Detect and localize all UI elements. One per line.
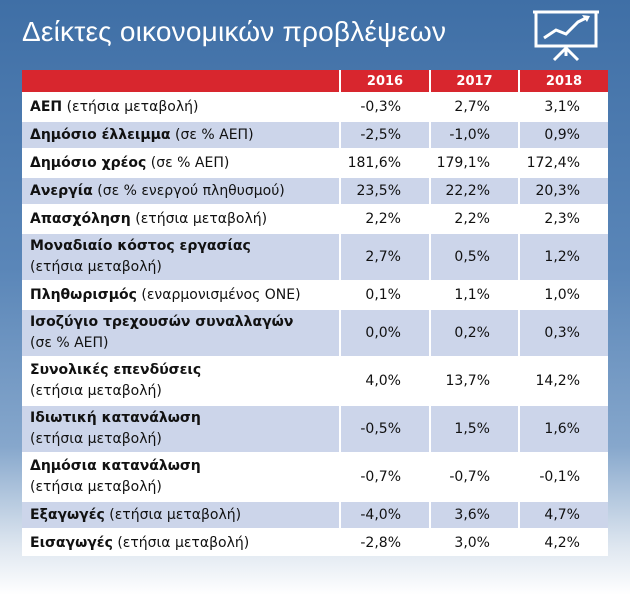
table-row: Μοναδιαίο κόστος εργασίας (ετήσια μεταβολ… [22,232,608,281]
label-bold: Πληθωρισμός [30,286,137,303]
value-cell: 4,2% [518,528,608,556]
value-cell: -0,7% [429,452,519,501]
row-label: Εξαγωγές (ετήσια μεταβολή) [22,500,340,529]
table-row: Εξαγωγές (ετήσια μεταβολή) -4,0% 3,6% 4,7% [22,500,608,529]
label-note: (σε % ΑΕΠ) [30,335,109,351]
table-row: ΑΕΠ (ετήσια μεταβολή) -0,3% 2,7% 3,1% [22,92,608,121]
table-row: Ιδιωτική κατανάλωση (ετήσια μεταβολή) -0,5… [22,404,608,453]
value-cell: 2,2% [429,204,519,233]
value-cell: 0,5% [429,232,519,281]
row-label: Δημόσιο έλλειμμα (σε % ΑΕΠ) [22,120,340,149]
chart-icon [533,10,599,62]
value-cell: 179,1% [429,148,519,177]
table-row: Ισοζύγιο τρεχουσών συναλλαγών (σε % ΑΕΠ) 0… [22,308,608,357]
value-cell: -4,0% [339,500,430,529]
value-cell: 0,3% [518,308,608,357]
forecast-table: 2016 2017 2018 ΑΕΠ (ετήσια μεταβολή) -0,3% 2… [22,70,608,556]
value-cell: 1,0% [518,280,608,309]
label-note: (ετήσια μεταβολή) [66,98,199,115]
label-bold: Δημόσιο χρέος [30,154,147,171]
table-row: Δημόσια κατανάλωση (ετήσια μεταβολή) -0,7%… [22,452,608,501]
table-row: Δημόσιο χρέος (σε % ΑΕΠ) 181,6% 179,1% 172,… [22,148,608,177]
label-note: (ετήσια μεταβολή) [30,431,162,447]
row-label: Συνολικές επενδύσεις (ετήσια μεταβολή) [22,356,340,405]
value-cell: 3,6% [429,500,519,529]
label-note: (ετήσια μεταβολή) [30,479,162,495]
value-cell: -0,7% [339,452,430,501]
value-cell: 1,2% [518,232,608,281]
label-note: (σε % ΑΕΠ) [150,154,230,171]
table-row: Δημόσιο έλλειμμα (σε % ΑΕΠ) -2,5% -1,0% 0,9… [22,120,608,149]
value-cell: 3,0% [429,528,519,556]
value-cell: 23,5% [339,176,430,205]
column-header: 2016 [339,70,430,93]
value-cell: 1,6% [518,404,608,453]
value-cell: 14,2% [518,356,608,405]
label-note: (ετήσια μεταβολή) [135,210,268,227]
value-cell: 0,9% [518,120,608,149]
label-bold: Μοναδιαίο κόστος εργασίας [30,238,251,254]
table-row: Πληθωρισμός (εναρμονισμένος ΟΝΕ) 0,1% 1,1%… [22,280,608,309]
header-cell [22,70,340,93]
value-cell: -1,0% [429,120,519,149]
label-bold: Εξαγωγές [30,506,105,523]
value-cell: 1,1% [429,280,519,309]
value-cell: 13,7% [429,356,519,405]
label-bold: Ισοζύγιο τρεχουσών συναλλαγών [30,314,294,330]
table-row: Ανεργία (σε % ενεργού πληθυσμού) 23,5% 22,… [22,176,608,205]
value-cell: 2,3% [518,204,608,233]
label-note: (ετήσια μεταβολή) [109,506,242,523]
label-note: (σε % ενεργού πληθυσμού) [97,182,285,199]
row-label: Εισαγωγές (ετήσια μεταβολή) [22,528,340,556]
row-label: Ανεργία (σε % ενεργού πληθυσμού) [22,176,340,205]
value-cell: -0,3% [339,92,430,121]
value-cell: 0,0% [339,308,430,357]
value-cell: 3,1% [518,92,608,121]
value-cell: -0,5% [339,404,430,453]
table-row: Συνολικές επενδύσεις (ετήσια μεταβολή) 4,0… [22,356,608,405]
value-cell: 4,7% [518,500,608,529]
column-header: 2018 [518,70,608,93]
label-bold: Ανεργία [30,182,93,199]
value-cell: 22,2% [429,176,519,205]
value-cell: -2,8% [339,528,430,556]
value-cell: 2,7% [339,232,430,281]
value-cell: 2,2% [339,204,430,233]
row-label: Δημόσια κατανάλωση (ετήσια μεταβολή) [22,452,340,501]
table-row: Εισαγωγές (ετήσια μεταβολή) -2,8% 3,0% 4,2% [22,528,608,556]
label-bold: Δημόσια κατανάλωση [30,458,201,474]
label-note: (ετήσια μεταβολή) [30,259,162,275]
label-note: (σε % ΑΕΠ) [175,126,254,143]
value-cell: 20,3% [518,176,608,205]
row-label: Απασχόληση (ετήσια μεταβολή) [22,204,340,233]
label-bold: Ιδιωτική κατανάλωση [30,410,201,426]
title: Δείκτες οικονομικών προβλέψεων [22,16,447,47]
row-label: Ισοζύγιο τρεχουσών συναλλαγών (σε % ΑΕΠ) [22,308,340,357]
value-cell: -2,5% [339,120,430,149]
column-header: 2017 [429,70,519,93]
row-label: ΑΕΠ (ετήσια μεταβολή) [22,92,340,121]
label-bold: Εισαγωγές [30,534,113,551]
label-note: (ετήσια μεταβολή) [30,383,162,399]
value-cell: 1,5% [429,404,519,453]
value-cell: 172,4% [518,148,608,177]
label-bold: Απασχόληση [30,210,131,227]
label-bold: ΑΕΠ [30,98,63,115]
value-cell: 0,2% [429,308,519,357]
table-row: Απασχόληση (ετήσια μεταβολή) 2,2% 2,2% 2,3% [22,204,608,233]
label-bold: Δημόσιο έλλειμμα [30,126,171,143]
row-label: Μοναδιαίο κόστος εργασίας (ετήσια μεταβολ… [22,232,340,281]
row-label: Ιδιωτική κατανάλωση (ετήσια μεταβολή) [22,404,340,453]
value-cell: 181,6% [339,148,430,177]
label-note: (ετήσια μεταβολή) [117,534,250,551]
value-cell: -0,1% [518,452,608,501]
row-label: Πληθωρισμός (εναρμονισμένος ΟΝΕ) [22,280,340,309]
value-cell: 2,7% [429,92,519,121]
label-bold: Συνολικές επενδύσεις [30,362,202,378]
label-note: (εναρμονισμένος ΟΝΕ) [141,286,301,303]
value-cell: 0,1% [339,280,430,309]
row-label: Δημόσιο χρέος (σε % ΑΕΠ) [22,148,340,177]
value-cell: 4,0% [339,356,430,405]
